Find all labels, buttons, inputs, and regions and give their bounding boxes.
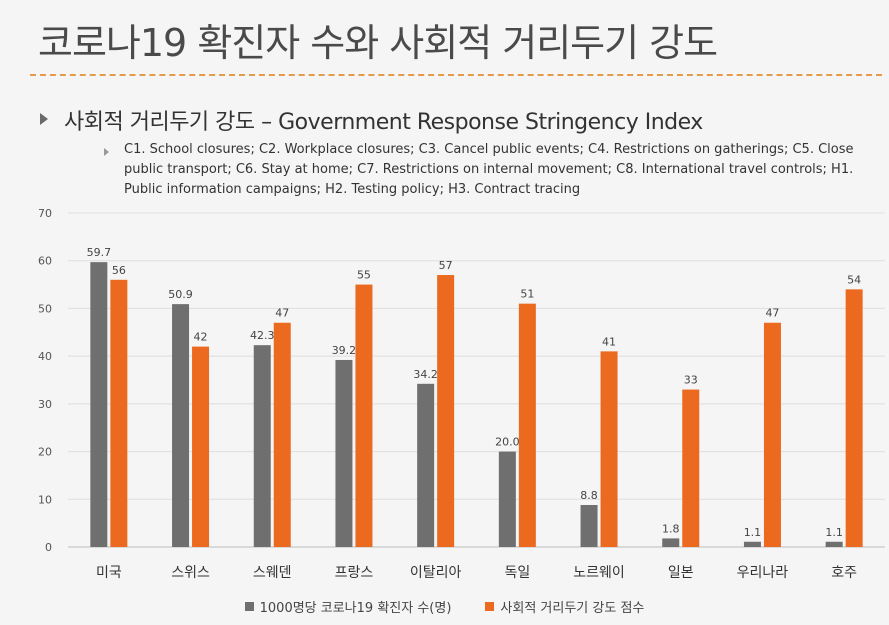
category-label: 스위스 xyxy=(171,565,210,581)
legend-item-stringency: 사회적 거리두기 강도 점수 xyxy=(485,597,644,616)
y-tick-label: 60 xyxy=(38,255,52,268)
legend-item-cases: 1000명당 코로나19 확진자 수(명) xyxy=(244,597,452,616)
y-tick-label: 40 xyxy=(38,350,52,363)
data-label-cases: 39.2 xyxy=(332,344,357,357)
title-divider xyxy=(30,74,882,76)
data-label-stringency: 55 xyxy=(357,269,371,282)
category-label: 호주 xyxy=(831,565,857,581)
slide-title: 코로나19 확진자 수와 사회적 거리두기 강도 xyxy=(38,21,718,65)
bar-stringency xyxy=(518,303,536,547)
bar-cases xyxy=(498,451,516,547)
data-label-stringency: 47 xyxy=(275,307,289,320)
data-label-stringency: 41 xyxy=(602,335,616,348)
data-label-cases: 1.8 xyxy=(662,522,680,535)
category-label: 스웨덴 xyxy=(253,565,292,581)
y-tick-label: 0 xyxy=(45,541,52,554)
bar-stringency xyxy=(437,275,455,547)
bar-stringency xyxy=(110,279,128,547)
data-label-stringency: 56 xyxy=(112,264,126,277)
legend-swatch-stringency xyxy=(485,602,495,611)
legend-label-stringency: 사회적 거리두기 강도 점수 xyxy=(500,601,645,616)
bar-cases xyxy=(743,541,761,547)
bar-stringency xyxy=(355,284,373,547)
subtitle: 사회적 거리두기 강도 – Government Response String… xyxy=(64,110,703,135)
data-label-cases: 8.8 xyxy=(580,489,598,502)
data-label-cases: 59.7 xyxy=(87,246,112,259)
sub-bullet-arrow-icon xyxy=(104,148,109,156)
data-label-cases: 50.9 xyxy=(168,288,193,301)
bar-stringency xyxy=(845,289,863,547)
data-label-cases: 1.1 xyxy=(744,526,762,539)
bar-cases xyxy=(335,359,353,547)
data-label-cases: 20.0 xyxy=(495,436,520,449)
data-label-stringency: 57 xyxy=(439,259,453,272)
bar-stringency xyxy=(682,389,700,547)
category-label: 미국 xyxy=(96,565,122,581)
data-label-cases: 42.3 xyxy=(250,329,275,342)
bar-cases xyxy=(580,505,598,547)
data-label-cases: 1.1 xyxy=(825,526,843,539)
y-tick-label: 50 xyxy=(38,302,52,315)
data-label-stringency: 51 xyxy=(520,288,534,301)
data-label-stringency: 54 xyxy=(847,273,861,286)
bar-cases xyxy=(172,304,190,547)
bar-cases xyxy=(90,262,108,547)
category-label: 이탈리아 xyxy=(410,565,462,581)
bar-stringency xyxy=(273,322,291,547)
legend-label-cases: 1000명당 코로나19 확진자 수(명) xyxy=(259,601,452,616)
index-description: C1. School closures; C2. Workplace closu… xyxy=(124,142,854,197)
data-label-stringency: 47 xyxy=(765,307,779,320)
y-tick-label: 10 xyxy=(38,493,52,506)
y-tick-label: 30 xyxy=(38,398,52,411)
data-label-stringency: 33 xyxy=(684,374,698,387)
category-label: 일본 xyxy=(668,565,694,581)
chart-legend: 1000명당 코로나19 확진자 수(명) 사회적 거리두기 강도 점수 xyxy=(0,597,889,616)
category-label: 노르웨이 xyxy=(573,565,625,581)
category-label: 프랑스 xyxy=(335,565,374,581)
y-tick-label: 70 xyxy=(38,207,52,220)
bar-stringency xyxy=(192,346,210,547)
category-label: 독일 xyxy=(504,565,530,581)
legend-swatch-cases xyxy=(244,602,254,611)
bar-cases xyxy=(825,541,843,547)
data-label-stringency: 42 xyxy=(194,331,208,344)
bar-stringency xyxy=(600,351,618,547)
data-label-cases: 34.2 xyxy=(413,368,438,381)
bar-stringency xyxy=(763,322,781,547)
bar-cases xyxy=(417,383,435,547)
y-tick-label: 20 xyxy=(38,446,52,459)
bar-cases xyxy=(253,345,271,547)
category-label: 우리나라 xyxy=(737,565,789,581)
bar-cases xyxy=(662,538,680,547)
bullet-arrow-icon xyxy=(40,113,48,125)
